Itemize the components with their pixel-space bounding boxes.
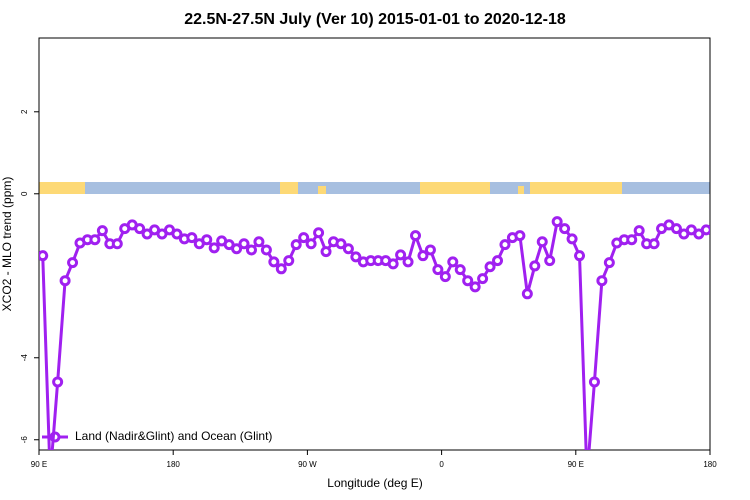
data-point (462, 275, 474, 287)
data-point (387, 258, 399, 270)
data-point (454, 264, 466, 276)
data-point (544, 255, 556, 267)
data-point (633, 225, 645, 237)
data-point (583, 473, 591, 481)
data-point (283, 255, 295, 267)
data-point (305, 238, 317, 250)
data-point (52, 376, 64, 388)
data-point (432, 264, 444, 276)
data-point (134, 223, 146, 235)
data-point (574, 250, 586, 262)
data-point (186, 232, 198, 244)
data-point (313, 227, 325, 239)
data-point (626, 234, 638, 246)
data-point (484, 261, 496, 273)
data-point (342, 243, 354, 255)
y-tick-label: -6 (20, 436, 29, 444)
data-point (551, 216, 563, 228)
data-point (46, 473, 54, 481)
x-tick-label: 90 E (568, 460, 584, 469)
y-tick-label: -4 (20, 354, 29, 362)
data-point (447, 256, 459, 268)
data-point (253, 236, 265, 248)
y-tick-label: 0 (20, 191, 29, 196)
data-point (559, 223, 571, 235)
data-point (670, 223, 682, 235)
data-point (275, 263, 287, 275)
y-tick-label: 2 (20, 109, 29, 114)
data-point (648, 238, 660, 250)
data-point (417, 250, 429, 262)
x-tick-label: 0 (439, 460, 444, 469)
data-point (96, 225, 108, 237)
chart-title: 22.5N-27.5N July (Ver 10) 2015-01-01 to … (184, 11, 566, 28)
data-point (260, 244, 272, 256)
data-point (499, 239, 511, 251)
data-point (89, 234, 101, 246)
data-point (59, 275, 71, 287)
data-point (39, 250, 49, 262)
data-point (536, 236, 548, 248)
data-point (588, 376, 600, 388)
data-point (201, 234, 213, 246)
data-point (231, 243, 243, 255)
x-tick-label: 90 E (31, 460, 47, 469)
x-tick-label: 90 W (298, 460, 317, 469)
data-point (603, 257, 615, 269)
plot-frame (38, 37, 711, 451)
x-tick-label: 180 (703, 460, 717, 469)
data-point (469, 281, 481, 293)
data-point (268, 256, 280, 268)
x-tick-label: 180 (167, 460, 181, 469)
land-ocean-map (39, 182, 710, 194)
data-point (566, 233, 578, 245)
data-point (208, 242, 220, 254)
plot-area (39, 216, 710, 481)
data-point (514, 230, 526, 242)
data-point (298, 232, 310, 244)
data-point (335, 238, 347, 250)
data-point (477, 273, 489, 285)
data-point (700, 224, 710, 236)
data-point (439, 271, 451, 283)
data-point (290, 239, 302, 251)
y-axis-label: XCO2 - MLO trend (ppm) (0, 177, 14, 312)
data-point (402, 256, 414, 268)
data-point (492, 255, 504, 267)
data-point (67, 257, 79, 269)
data-point (395, 249, 407, 261)
data-point (410, 230, 422, 242)
data-point (521, 288, 533, 300)
data-point (320, 246, 332, 258)
data-point (596, 275, 608, 287)
legend: Land (Nadir&Glint) and Ocean (Glint) (42, 429, 272, 443)
data-point (424, 244, 436, 256)
data-point (111, 238, 123, 250)
data-point (238, 238, 250, 250)
x-axis-label: Longitude (deg E) (327, 476, 422, 490)
data-point (245, 244, 257, 256)
data-point (350, 251, 362, 263)
data-point (529, 260, 541, 272)
data-point (171, 228, 183, 240)
legend-label: Land (Nadir&Glint) and Ocean (Glint) (75, 429, 272, 443)
